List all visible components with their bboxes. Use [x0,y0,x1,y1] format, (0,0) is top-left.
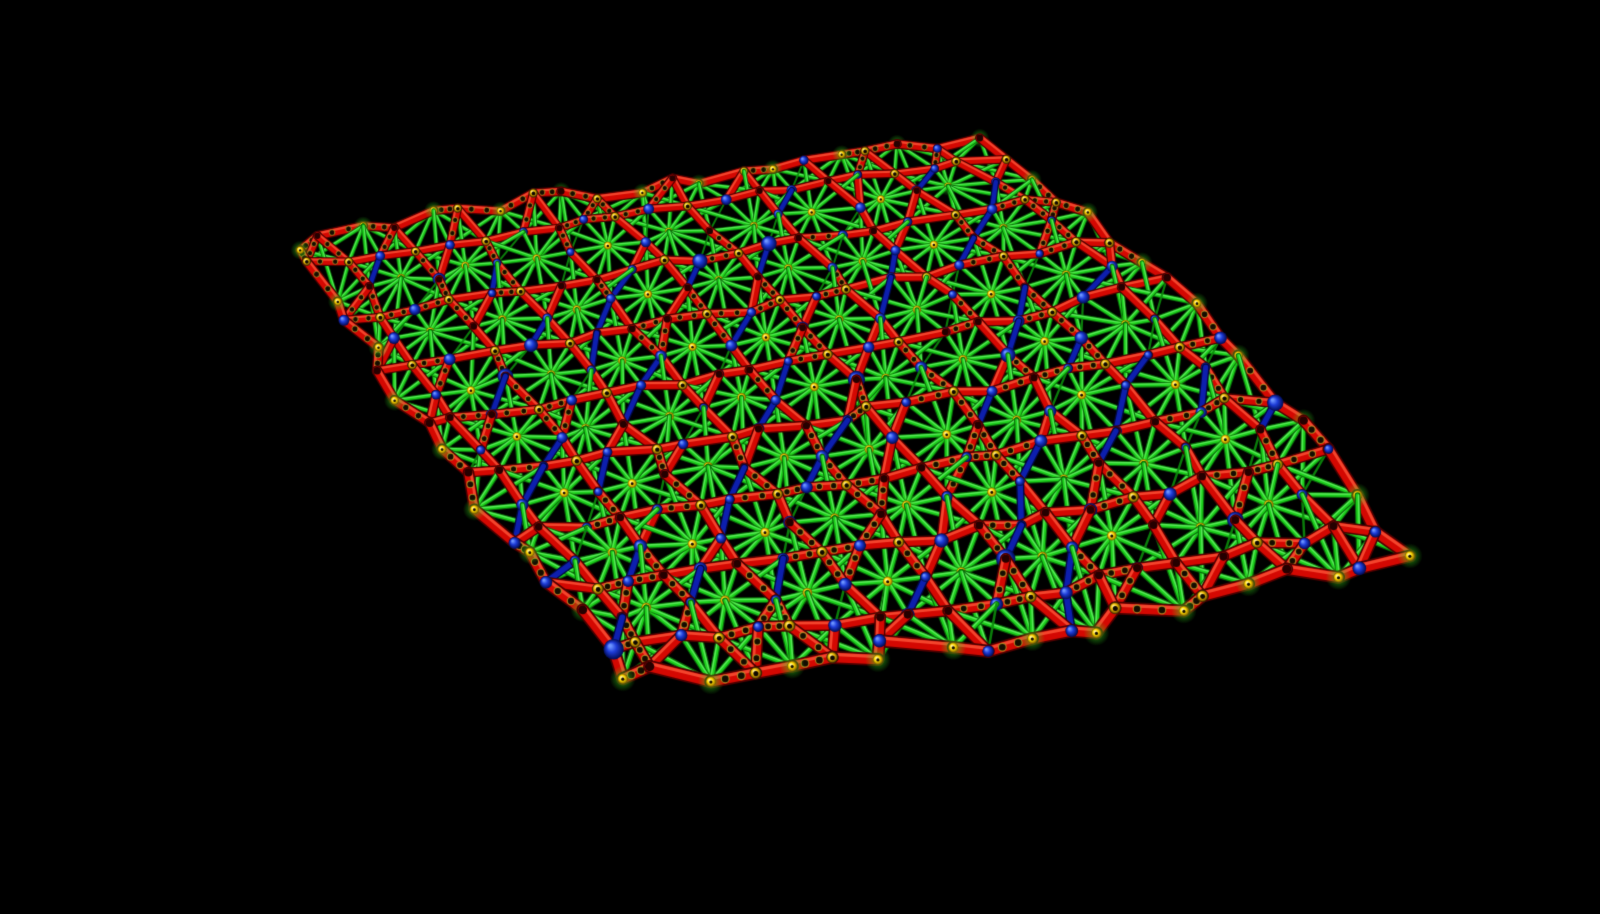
particle-network-render [0,0,1600,914]
render-viewport [0,0,1600,914]
